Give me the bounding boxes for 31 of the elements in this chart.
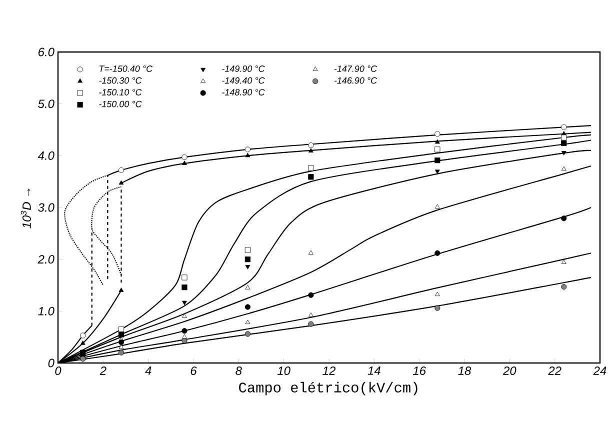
x-tick-label: 12 [322, 366, 336, 375]
x-tick-label: 22 [548, 366, 562, 375]
x-tick-label: 0 [55, 366, 62, 376]
y-axis-title: 10$^{3}$D → [20, 188, 31, 228]
x-tick-label: 10 [277, 366, 290, 376]
x-tick-label: 4 [145, 366, 152, 375]
x-tick-label: 24 [593, 366, 606, 375]
legend-label: -150.00 °C [99, 100, 142, 108]
x-tick-label: 16 [412, 366, 426, 376]
y-tick-label: 1.0 [38, 306, 54, 316]
y-tick-label: 5.0 [38, 100, 54, 108]
legend-label: -148.90 °C [222, 89, 265, 96]
legend-label: -149.90 °C [222, 66, 265, 72]
x-tick-label: 14 [368, 366, 380, 375]
legend-label: -150.30 °C [99, 77, 142, 84]
legend-label: -147.90 °C [334, 66, 378, 72]
y-tick-label: 0 [48, 358, 54, 368]
x-tick-label: 2 [100, 366, 106, 375]
legend-label: T=-150.40 °C [99, 66, 153, 72]
x-tick-label: 20 [502, 366, 516, 376]
legend-label: -149.40 °C [222, 77, 265, 84]
y-tick-label: 3.0 [38, 203, 54, 212]
y-tick-label: 2.0 [38, 255, 54, 264]
x-tick-label: 6 [190, 366, 197, 376]
y-tick-label: 4.0 [38, 151, 54, 160]
x-tick-label: 8 [236, 366, 242, 375]
x-axis-title: Campo elétrico(kV/cm) [239, 382, 418, 396]
legend-label: -146.90 °C [334, 77, 378, 84]
legend-label: -150.10 °C [99, 89, 142, 96]
x-tick-label: 18 [458, 366, 472, 375]
y-tick-label: 6.0 [38, 48, 54, 56]
